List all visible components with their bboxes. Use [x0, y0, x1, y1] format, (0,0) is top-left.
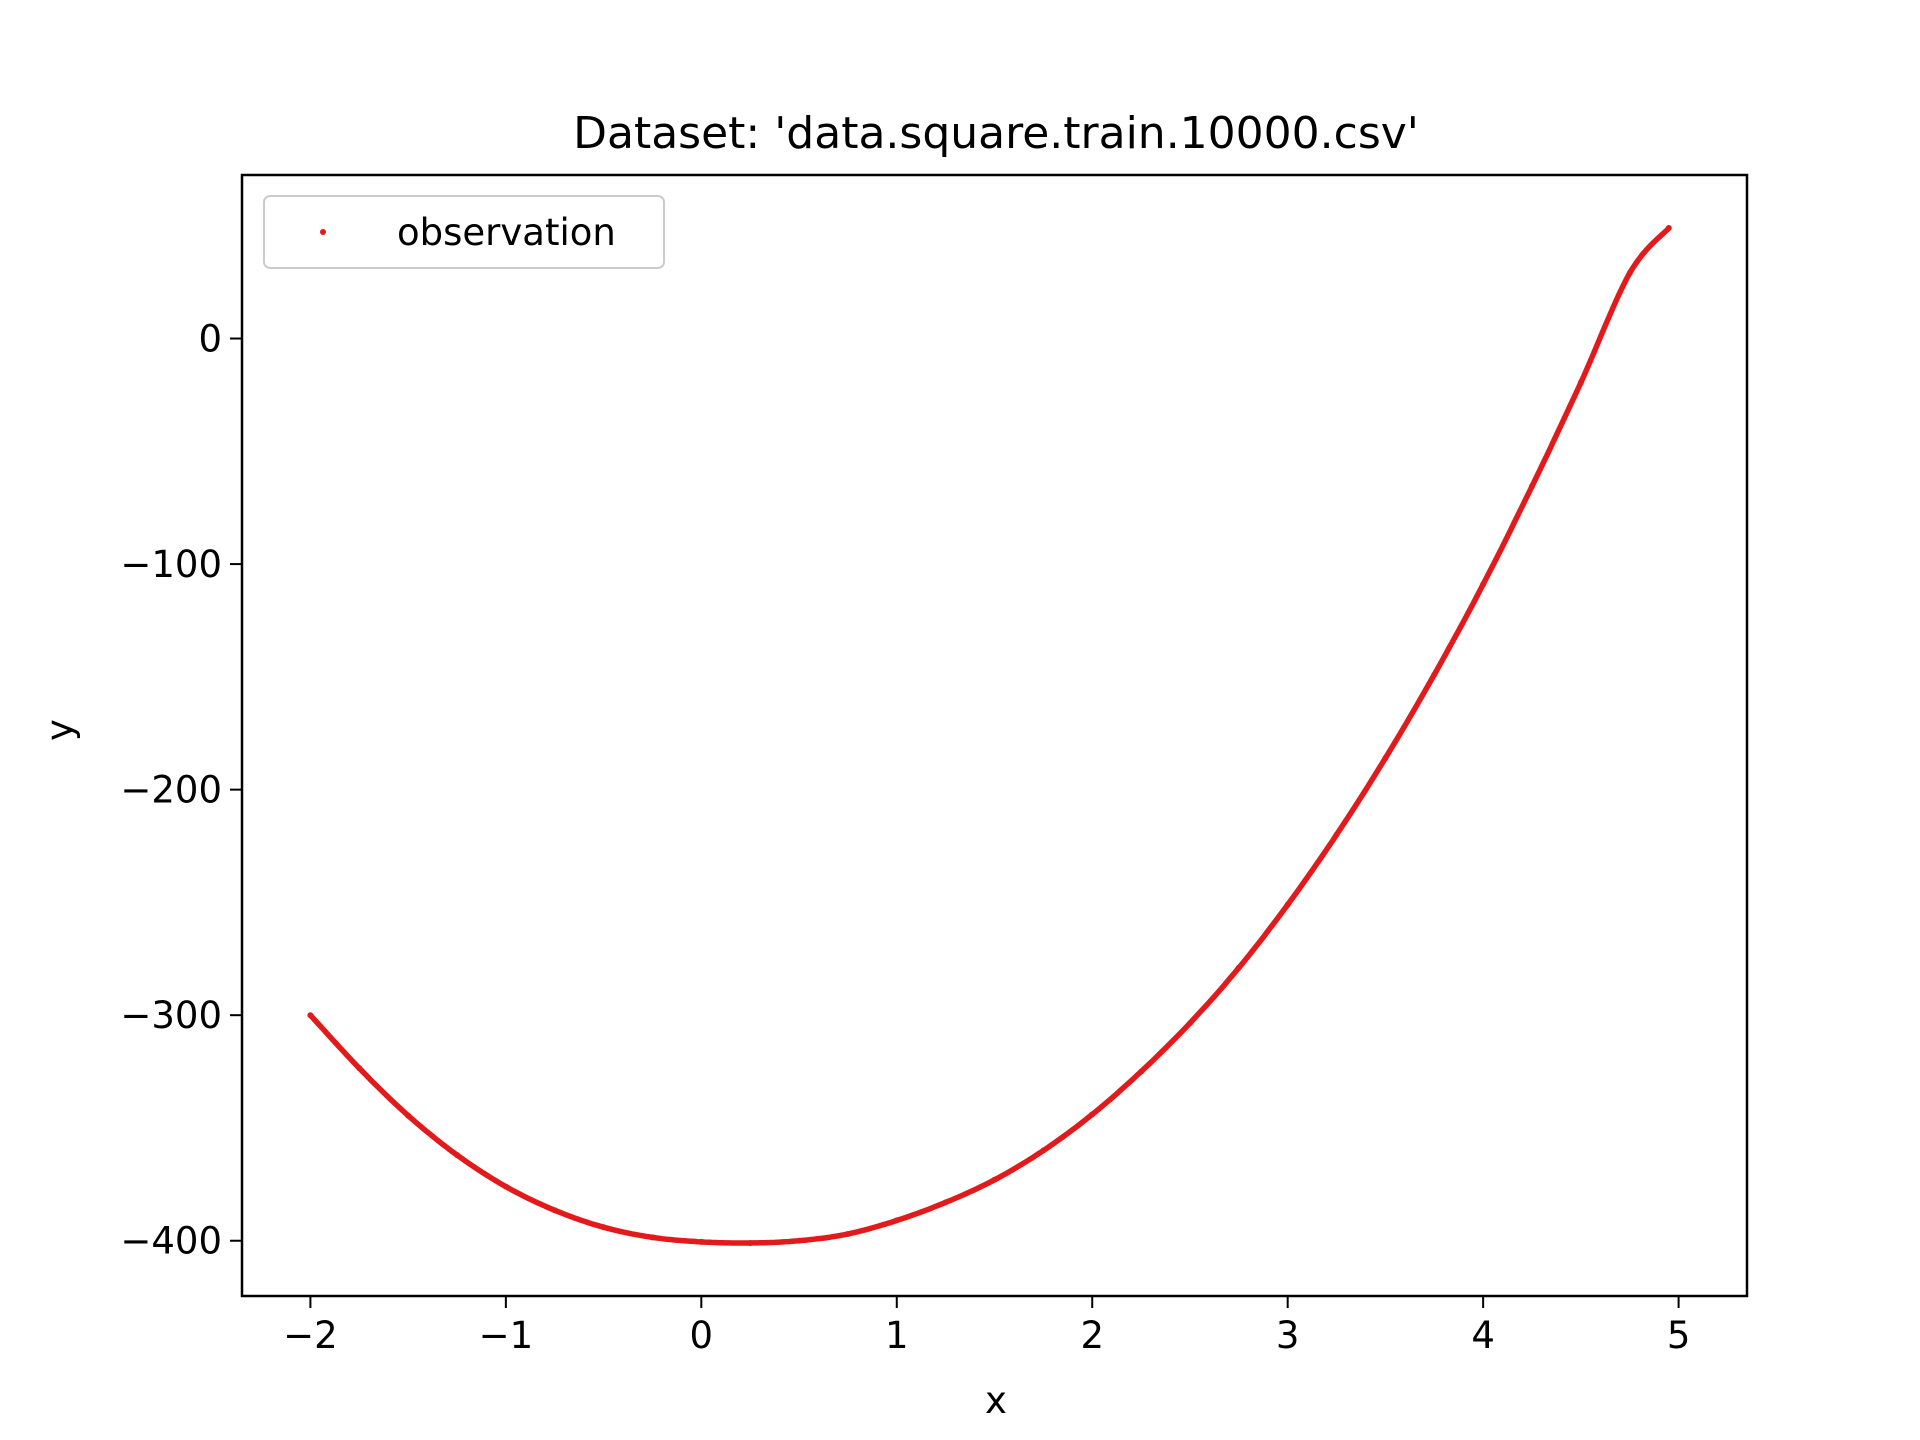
observation-point: [1480, 581, 1487, 588]
x-tick-label: 1: [885, 1314, 909, 1357]
y-axis-title: y: [38, 719, 81, 741]
observation-point: [405, 1112, 412, 1119]
observation-point: [893, 1217, 900, 1224]
observation-point: [844, 1231, 851, 1237]
observation-point: [307, 1012, 314, 1019]
axes-layer: −2 −1 0 1 2 3 4 5 0 −100 −200 −300 −400: [120, 173, 1749, 1357]
y-tick-label: 0: [198, 318, 222, 361]
legend: observation: [263, 195, 665, 269]
x-tick-label: −1: [479, 1314, 534, 1357]
plot-area: [242, 175, 1747, 1296]
observation-point: [698, 1238, 705, 1245]
observation-point: [747, 1240, 754, 1246]
observation-point: [1382, 755, 1389, 762]
plot-background: [242, 175, 1747, 1296]
observation-point: [1577, 379, 1584, 386]
observation-point: [649, 1234, 656, 1241]
y-tick-label: −100: [120, 543, 222, 586]
x-tick-label: −2: [283, 1314, 338, 1357]
observation-point: [1187, 1020, 1193, 1027]
y-tick-label: −200: [120, 769, 222, 812]
observation-point: [1040, 1147, 1047, 1154]
observation-point: [454, 1152, 460, 1158]
observation-point: [600, 1224, 607, 1231]
x-tick-label: 3: [1276, 1314, 1300, 1357]
x-tick-label: 2: [1080, 1314, 1104, 1357]
legend-label-observation: observation: [397, 211, 616, 254]
observation-point: [796, 1237, 802, 1244]
observation-point: [551, 1207, 558, 1214]
x-axis-title: x: [985, 1379, 1007, 1422]
y-tick-label: −300: [120, 994, 222, 1037]
observation-point: [1626, 270, 1633, 277]
observation-point: [1529, 483, 1535, 490]
observation-point: [1665, 225, 1672, 231]
observation-point: [356, 1065, 363, 1072]
legend-frame: [263, 195, 665, 269]
x-tick-label: 0: [690, 1314, 714, 1357]
legend-marker-observation: [320, 229, 326, 235]
observation-point: [1431, 671, 1438, 678]
observation-point: [1235, 964, 1242, 971]
y-tick-label: −400: [120, 1220, 222, 1263]
observation-point: [1284, 901, 1291, 908]
x-tick-label: 4: [1471, 1314, 1495, 1357]
observation-point: [1138, 1068, 1145, 1075]
observation-point: [502, 1183, 509, 1190]
observation-point: [1089, 1111, 1096, 1118]
series-layer: [307, 225, 1672, 1246]
axes-frame: [240, 173, 1749, 1298]
observation-point: [942, 1199, 949, 1206]
chart-title: Dataset: 'data.square.train.10000.csv': [573, 108, 1419, 159]
observation-point: [1333, 831, 1340, 838]
observation-point: [991, 1176, 998, 1183]
x-tick-label: 5: [1667, 1314, 1691, 1357]
